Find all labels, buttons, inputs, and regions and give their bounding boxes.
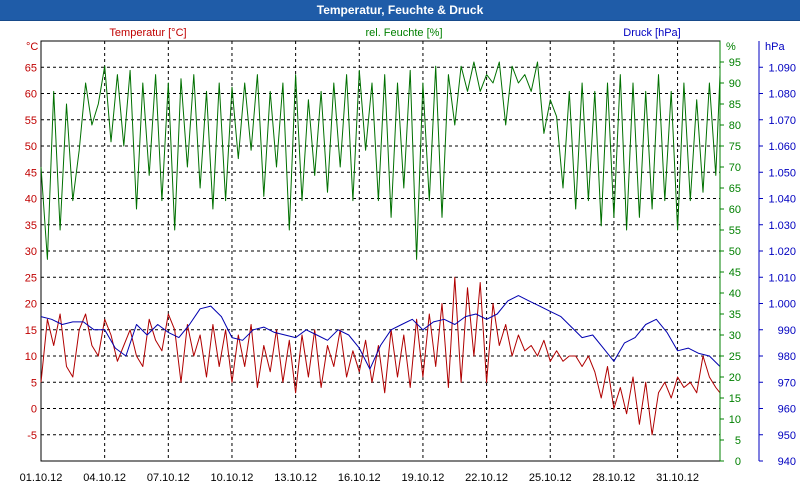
- temperature-tick-label: 60: [25, 89, 37, 101]
- pressure-tick-label: 1.050: [768, 167, 796, 179]
- pressure-tick-label: 960: [778, 404, 796, 416]
- humidity-tick-label: 60: [729, 204, 741, 216]
- pressure-tick-label: 1.020: [768, 246, 796, 258]
- temperature-tick-label: 45: [25, 167, 37, 179]
- humidity-tick-label: 75: [729, 141, 741, 153]
- series-line-temperature: [40, 276, 721, 436]
- pressure-tick-label: 950: [778, 430, 796, 442]
- x-tick-label: 28.10.12: [592, 472, 635, 484]
- x-tick-label: 16.10.12: [338, 472, 381, 484]
- pressure-unit-label: hPa: [765, 41, 785, 53]
- pressure-tick-label: 1.010: [768, 272, 796, 284]
- temperature-tick-label: 40: [25, 194, 37, 206]
- pressure-tick-label: 980: [778, 351, 796, 363]
- x-tick-label: 10.10.12: [211, 472, 254, 484]
- x-tick-label: 04.10.12: [83, 472, 126, 484]
- x-tick-label: 22.10.12: [465, 472, 508, 484]
- humidity-tick-label: 10: [729, 414, 741, 426]
- humidity-tick-label: 35: [729, 309, 741, 321]
- x-tick-label: 31.10.12: [656, 472, 699, 484]
- pressure-tick-label: 940: [778, 456, 796, 468]
- x-tick-label: 19.10.12: [402, 472, 445, 484]
- humidity-tick-label: 65: [729, 183, 741, 195]
- pressure-tick-label: 1.030: [768, 220, 796, 232]
- humidity-tick-label: 40: [729, 288, 741, 300]
- x-tick-label: 25.10.12: [529, 472, 572, 484]
- temperature-tick-label: 55: [25, 115, 37, 127]
- title-bar: [0, 0, 800, 21]
- humidity-tick-label: 55: [729, 225, 741, 237]
- temperature-tick-label: 10: [25, 351, 37, 363]
- humidity-tick-label: 50: [729, 246, 741, 258]
- humidity-tick-label: 85: [729, 99, 741, 111]
- pressure-tick-label: 1.080: [768, 89, 796, 101]
- series-line-pressure: [40, 295, 721, 370]
- humidity-unit-label: %: [726, 41, 736, 53]
- humidity-tick-label: 0: [735, 456, 741, 468]
- temperature-axis-title: Temperatur [°C]: [109, 27, 186, 39]
- humidity-tick-label: 70: [729, 162, 741, 174]
- humidity-tick-label: 20: [729, 372, 741, 384]
- pressure-tick-label: 990: [778, 325, 796, 337]
- humidity-tick-label: 25: [729, 351, 741, 363]
- pressure-tick-label: 1.040: [768, 194, 796, 206]
- temperature-tick-label: 0: [31, 404, 37, 416]
- temperature-tick-label: 25: [25, 272, 37, 284]
- humidity-tick-label: 80: [729, 120, 741, 132]
- humidity-tick-label: 95: [729, 57, 741, 69]
- chart-title: Temperatur, Feuchte & Druck: [316, 3, 484, 17]
- temperature-unit-label: °C: [26, 41, 38, 53]
- temperature-tick-label: -5: [27, 430, 37, 442]
- x-tick-label: 07.10.12: [147, 472, 190, 484]
- pressure-tick-label: 1.070: [768, 115, 796, 127]
- temperature-tick-label: 15: [25, 325, 37, 337]
- temperature-tick-label: 20: [25, 299, 37, 311]
- x-tick-label: 01.10.12: [20, 472, 63, 484]
- humidity-tick-label: 30: [729, 330, 741, 342]
- humidity-tick-label: 5: [735, 435, 741, 447]
- temperature-tick-label: 30: [25, 246, 37, 258]
- pressure-tick-label: 1.000: [768, 299, 796, 311]
- pressure-tick-label: 1.090: [768, 62, 796, 74]
- temperature-tick-label: 5: [31, 377, 37, 389]
- temperature-tick-label: 35: [25, 220, 37, 232]
- pressure-axis-title: Druck [hPa]: [623, 27, 680, 39]
- temperature-tick-label: 50: [25, 141, 37, 153]
- temperature-tick-label: 65: [25, 62, 37, 74]
- humidity-tick-label: 15: [729, 393, 741, 405]
- x-tick-label: 13.10.12: [274, 472, 317, 484]
- humidity-axis-title: rel. Feuchte [%]: [365, 27, 442, 39]
- pressure-tick-label: 1.060: [768, 141, 796, 153]
- humidity-tick-label: 90: [729, 78, 741, 90]
- series-line-humidity: [40, 61, 721, 260]
- humidity-tick-label: 45: [729, 267, 741, 279]
- pressure-tick-label: 970: [778, 377, 796, 389]
